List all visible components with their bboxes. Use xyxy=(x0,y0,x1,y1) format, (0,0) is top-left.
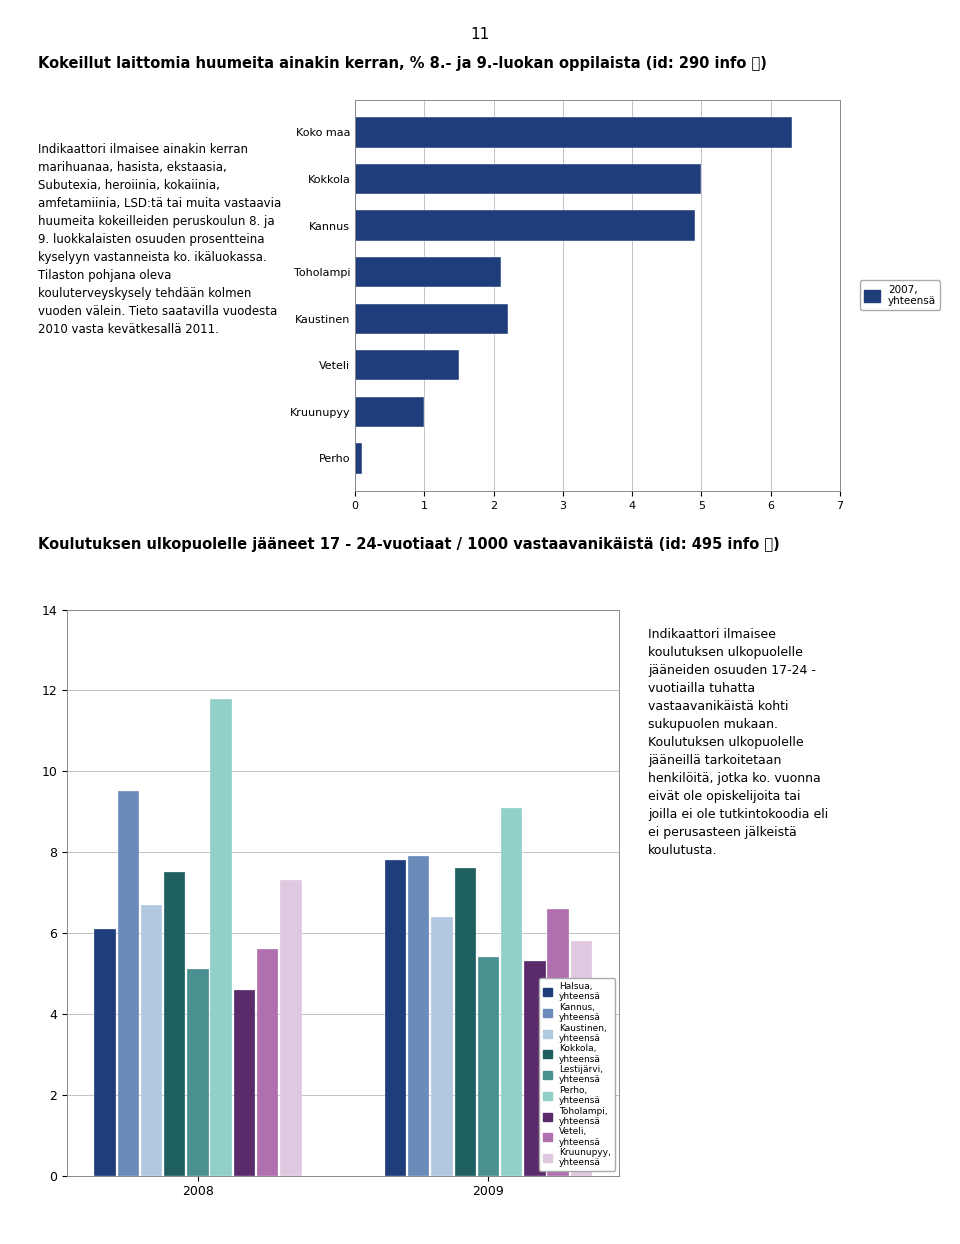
Bar xyxy=(524,962,545,1176)
Text: Koulutuksen ulkopuolelle jääneet 17 - 24-vuotiaat / 1000 vastaavanikäistä (id: 4: Koulutuksen ulkopuolelle jääneet 17 - 24… xyxy=(38,537,780,552)
Bar xyxy=(355,164,702,194)
Bar xyxy=(117,791,139,1176)
Bar xyxy=(355,304,508,333)
Bar xyxy=(431,917,453,1176)
Bar xyxy=(355,117,791,148)
Text: Indikaattori ilmaisee ainakin kerran
marihuanaa, hasista, ekstaasia,
Subutexia, : Indikaattori ilmaisee ainakin kerran mar… xyxy=(38,143,281,336)
Bar xyxy=(571,940,592,1176)
Bar xyxy=(385,861,406,1176)
Bar xyxy=(280,881,301,1176)
Legend: 2007,
yhteensä: 2007, yhteensä xyxy=(860,280,940,311)
Bar xyxy=(141,904,162,1176)
Bar xyxy=(355,397,424,427)
Bar xyxy=(257,949,278,1176)
Bar xyxy=(187,969,208,1176)
Bar xyxy=(501,807,522,1176)
Bar xyxy=(408,856,429,1176)
Legend: Halsua,
yhteensä, Kannus,
yhteensä, Kaustinen,
yhteensä, Kokkola,
yhteensä, Lest: Halsua, yhteensä, Kannus, yhteensä, Kaus… xyxy=(540,979,614,1171)
Bar xyxy=(355,443,362,474)
Bar xyxy=(547,908,569,1176)
Bar xyxy=(164,872,185,1176)
Bar xyxy=(478,958,499,1176)
Text: Indikaattori ilmaisee
koulutuksen ulkopuolelle
jääneiden osuuden 17-24 -
vuotiai: Indikaattori ilmaisee koulutuksen ulkopu… xyxy=(648,628,828,857)
Bar xyxy=(355,258,501,287)
Bar xyxy=(355,210,694,241)
Text: 11: 11 xyxy=(470,27,490,42)
Text: Kokeillut laittomia huumeita ainakin kerran, % 8.- ja 9.-luokan oppilaista (id: : Kokeillut laittomia huumeita ainakin ker… xyxy=(38,56,767,71)
Bar xyxy=(94,929,115,1176)
Bar xyxy=(355,350,459,381)
Bar xyxy=(233,990,255,1176)
Bar xyxy=(210,698,232,1176)
Bar xyxy=(454,868,476,1176)
